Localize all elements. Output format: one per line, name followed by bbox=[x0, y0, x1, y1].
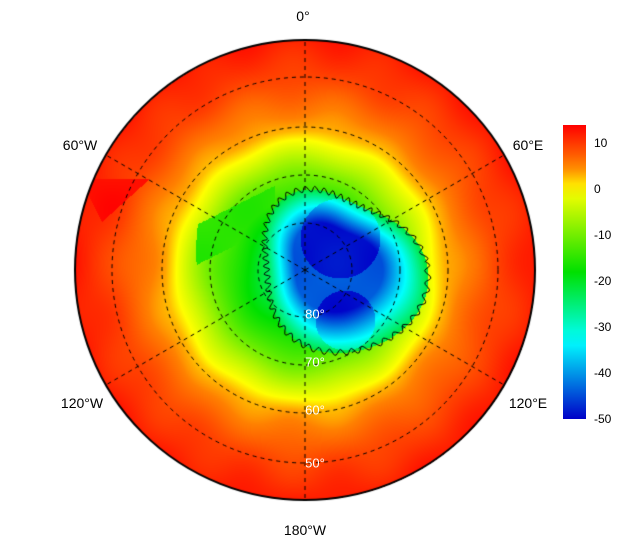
colorbar-tick-label: 10 bbox=[594, 136, 608, 151]
meridian-label-120e: 120°E bbox=[508, 395, 548, 411]
colorbar-tick-label: -30 bbox=[594, 320, 612, 335]
latitude-label-80: 80° bbox=[305, 306, 325, 322]
colorbar-tick-label: -40 bbox=[594, 366, 612, 381]
meridian-label-120w: 120°W bbox=[60, 395, 104, 411]
colorbar-tick-label: 0 bbox=[594, 182, 601, 197]
colorbar-tick-label: -50 bbox=[594, 412, 612, 426]
meridian-label-60w: 60°W bbox=[62, 137, 98, 153]
colorbar-tick-label: -20 bbox=[594, 274, 612, 289]
latitude-label-70: 70° bbox=[305, 354, 325, 370]
colorbar-tick-label: -10 bbox=[594, 228, 612, 243]
meridian-label-60e: 60°E bbox=[512, 137, 544, 153]
latitude-label-60: 60° bbox=[305, 402, 325, 418]
meridian-label-180: 180°W bbox=[283, 522, 327, 538]
meridian-label-0: 0° bbox=[296, 8, 310, 24]
latitude-label-50: 50° bbox=[305, 455, 325, 471]
colorbar bbox=[563, 125, 586, 419]
